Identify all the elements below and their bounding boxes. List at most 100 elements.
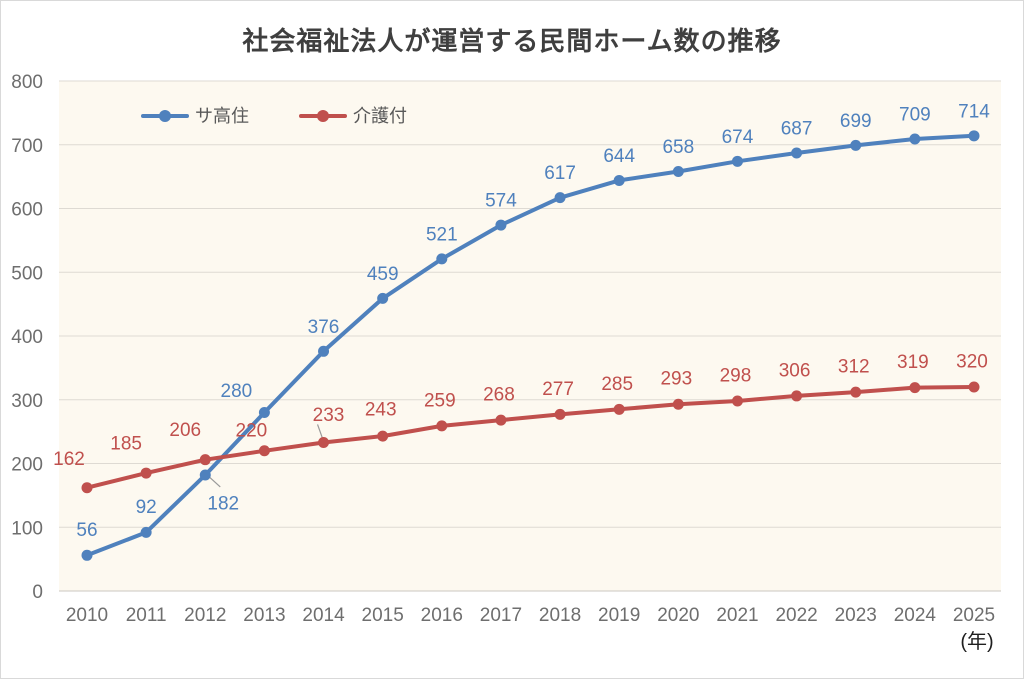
data-point[interactable] (199, 454, 211, 466)
data-label: 220 (236, 420, 268, 441)
y-tick-label: 400 (11, 327, 43, 348)
x-tick-label: 2018 (539, 605, 581, 626)
x-tick-label: 2024 (894, 605, 937, 626)
legend: サ高住 介護付 (141, 107, 407, 125)
data-label: 459 (367, 264, 399, 285)
data-point[interactable] (377, 430, 389, 442)
data-point[interactable] (495, 219, 507, 231)
data-point[interactable] (436, 420, 448, 432)
point-marker-icon (317, 110, 329, 122)
data-label: 233 (313, 405, 345, 426)
data-label: 92 (136, 497, 157, 518)
data-label: 699 (840, 111, 872, 132)
data-label: 644 (603, 146, 635, 167)
x-tick-label: 2014 (302, 605, 345, 626)
x-tick-label: 2022 (775, 605, 817, 626)
y-tick-label: 700 (11, 136, 43, 157)
data-label: 521 (426, 224, 458, 245)
legend-item-sakoju[interactable]: サ高住 (141, 107, 249, 125)
x-tick-label: 2020 (657, 605, 699, 626)
data-label: 709 (899, 105, 931, 126)
y-tick-label: 100 (11, 518, 43, 539)
data-point[interactable] (140, 526, 152, 538)
y-tick-label: 0 (32, 582, 43, 603)
data-point[interactable] (318, 345, 330, 357)
data-label: 162 (53, 449, 85, 470)
data-point[interactable] (909, 133, 921, 145)
chart-title: 社会福祉法人が運営する民間ホーム数の推移 (242, 26, 782, 56)
data-point[interactable] (968, 381, 980, 393)
data-point[interactable] (672, 398, 684, 410)
data-point[interactable] (377, 292, 389, 304)
x-tick-label: 2023 (835, 605, 877, 626)
y-tick-label: 200 (11, 455, 43, 476)
data-label: 376 (308, 317, 340, 338)
data-label: 658 (662, 137, 694, 158)
data-point[interactable] (850, 139, 862, 151)
x-tick-label: 2019 (598, 605, 640, 626)
data-point[interactable] (791, 390, 803, 402)
data-label: 319 (897, 352, 929, 373)
data-point[interactable] (731, 395, 743, 407)
x-tick-label: 2016 (421, 605, 463, 626)
data-point[interactable] (140, 467, 152, 479)
legend-item-kaigotsuki[interactable]: 介護付 (299, 107, 407, 125)
data-label: 185 (110, 434, 142, 455)
y-tick-label: 500 (11, 263, 43, 284)
x-tick-label: 2011 (126, 605, 167, 626)
x-tick-label: 2012 (184, 605, 226, 626)
data-point[interactable] (968, 130, 980, 142)
data-point[interactable] (199, 469, 211, 481)
data-label: 206 (169, 420, 201, 441)
data-label: 56 (76, 520, 97, 541)
data-point[interactable] (731, 155, 743, 167)
y-tick-label: 600 (11, 200, 43, 221)
data-label: 280 (221, 381, 253, 402)
x-tick-label: 2010 (66, 605, 108, 626)
line-marker-icon (141, 110, 189, 122)
data-label: 687 (781, 119, 813, 140)
x-tick-label: 2025 (953, 605, 995, 626)
data-point[interactable] (791, 147, 803, 159)
data-label: 574 (485, 191, 517, 212)
data-point[interactable] (81, 549, 93, 561)
data-point[interactable] (613, 174, 625, 186)
data-point[interactable] (81, 482, 93, 494)
legend-label: サ高住 (195, 106, 249, 126)
data-label: 674 (722, 127, 754, 148)
data-point[interactable] (318, 436, 330, 448)
legend-label: 介護付 (353, 106, 407, 126)
data-point[interactable] (554, 408, 566, 420)
data-label: 285 (601, 374, 633, 395)
data-point[interactable] (436, 253, 448, 265)
y-tick-label: 800 (11, 72, 43, 93)
series-line (85, 133, 976, 558)
data-label: 277 (542, 379, 574, 400)
x-tick-label: 2021 (716, 605, 758, 626)
data-point[interactable] (850, 386, 862, 398)
data-point[interactable] (258, 407, 270, 418)
data-label: 259 (424, 390, 456, 411)
data-point[interactable] (672, 166, 684, 178)
data-point[interactable] (495, 414, 507, 426)
data-label: 298 (720, 366, 752, 387)
data-point[interactable] (554, 192, 566, 204)
data-point[interactable] (909, 382, 921, 394)
data-label: 306 (779, 360, 811, 381)
line-marker-icon (299, 110, 347, 122)
point-marker-icon (159, 110, 171, 122)
data-label: 268 (483, 385, 515, 406)
label-leader-line (316, 424, 324, 439)
x-tick-label: 2017 (480, 605, 522, 626)
data-label: 293 (660, 369, 692, 390)
label-leader-line (208, 476, 221, 488)
data-label: 617 (544, 163, 576, 184)
x-axis-unit-label: (年) (960, 631, 994, 653)
data-point[interactable] (258, 445, 270, 457)
data-label: 243 (365, 400, 397, 421)
data-point[interactable] (613, 403, 625, 415)
x-tick-label: 2013 (243, 605, 285, 626)
series-line (85, 385, 976, 490)
